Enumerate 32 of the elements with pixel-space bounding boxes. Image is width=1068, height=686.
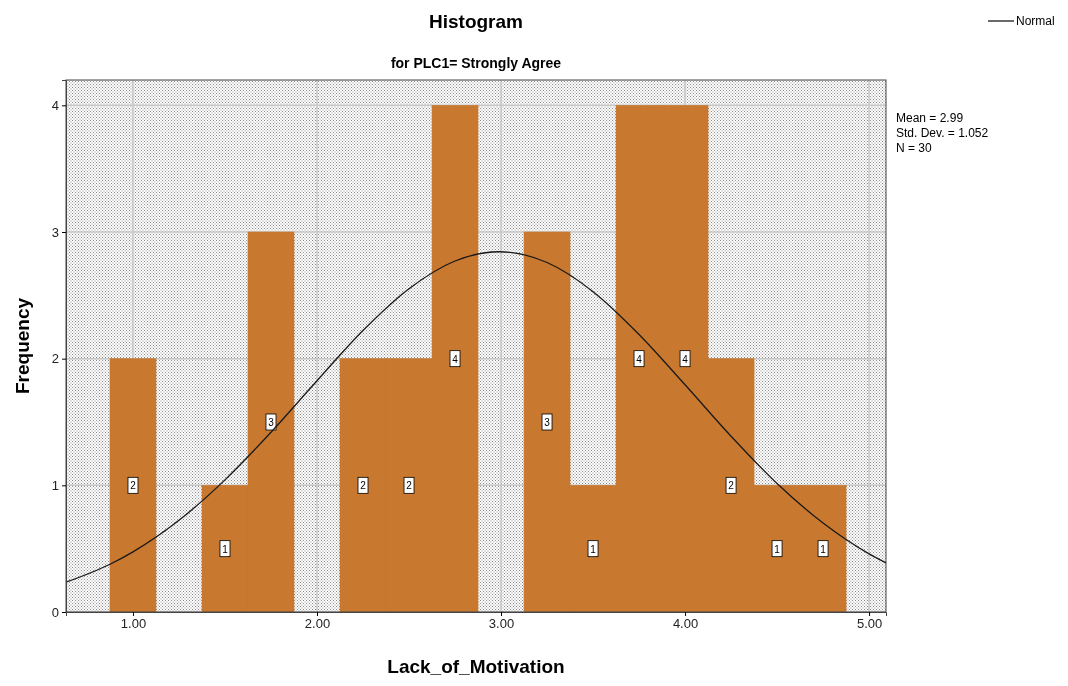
x-tick-label: 2.00 — [304, 616, 331, 632]
data-label: 2 — [728, 480, 735, 492]
x-tick-label: 1.00 — [120, 616, 147, 632]
data-label: 2 — [360, 480, 367, 492]
text: Std. Dev. = 1.052 — [896, 126, 989, 140]
y-tick-label: 2 — [51, 351, 59, 367]
y-tick-label: 0 — [51, 604, 59, 620]
data-label: 1 — [774, 543, 781, 555]
text: N = 30 — [896, 141, 933, 155]
y-tick-label: 3 — [51, 224, 59, 240]
data-label: 1 — [590, 543, 597, 555]
data-label: 4 — [682, 353, 689, 365]
data-label: 4 — [636, 353, 643, 365]
y-tick-label: 4 — [51, 97, 59, 113]
x-tick-label: 5.00 — [856, 616, 883, 632]
data-label: 2 — [130, 480, 137, 492]
data-label: 4 — [452, 353, 459, 365]
x-tick-label: 4.00 — [672, 616, 699, 632]
y-tick-label: 1 — [51, 477, 59, 493]
data-label: 1 — [820, 543, 827, 555]
chart-title: Histogram — [429, 11, 523, 32]
data-label: 3 — [544, 417, 551, 428]
text: Mean = 2.99 — [896, 111, 964, 125]
x-tick-label: 3.00 — [488, 616, 515, 632]
data-label: 3 — [268, 417, 275, 428]
line-series — [65, 251, 887, 583]
legend-label: Normal — [1016, 14, 1055, 28]
x-axis-title: Lack_of_Motivation — [387, 656, 565, 677]
data-label: 1 — [222, 543, 229, 555]
data-label: 2 — [406, 480, 413, 492]
y-axis-title: Frequency — [12, 297, 33, 395]
chart-subtitle: for PLC1= Strongly Agree — [390, 55, 562, 71]
